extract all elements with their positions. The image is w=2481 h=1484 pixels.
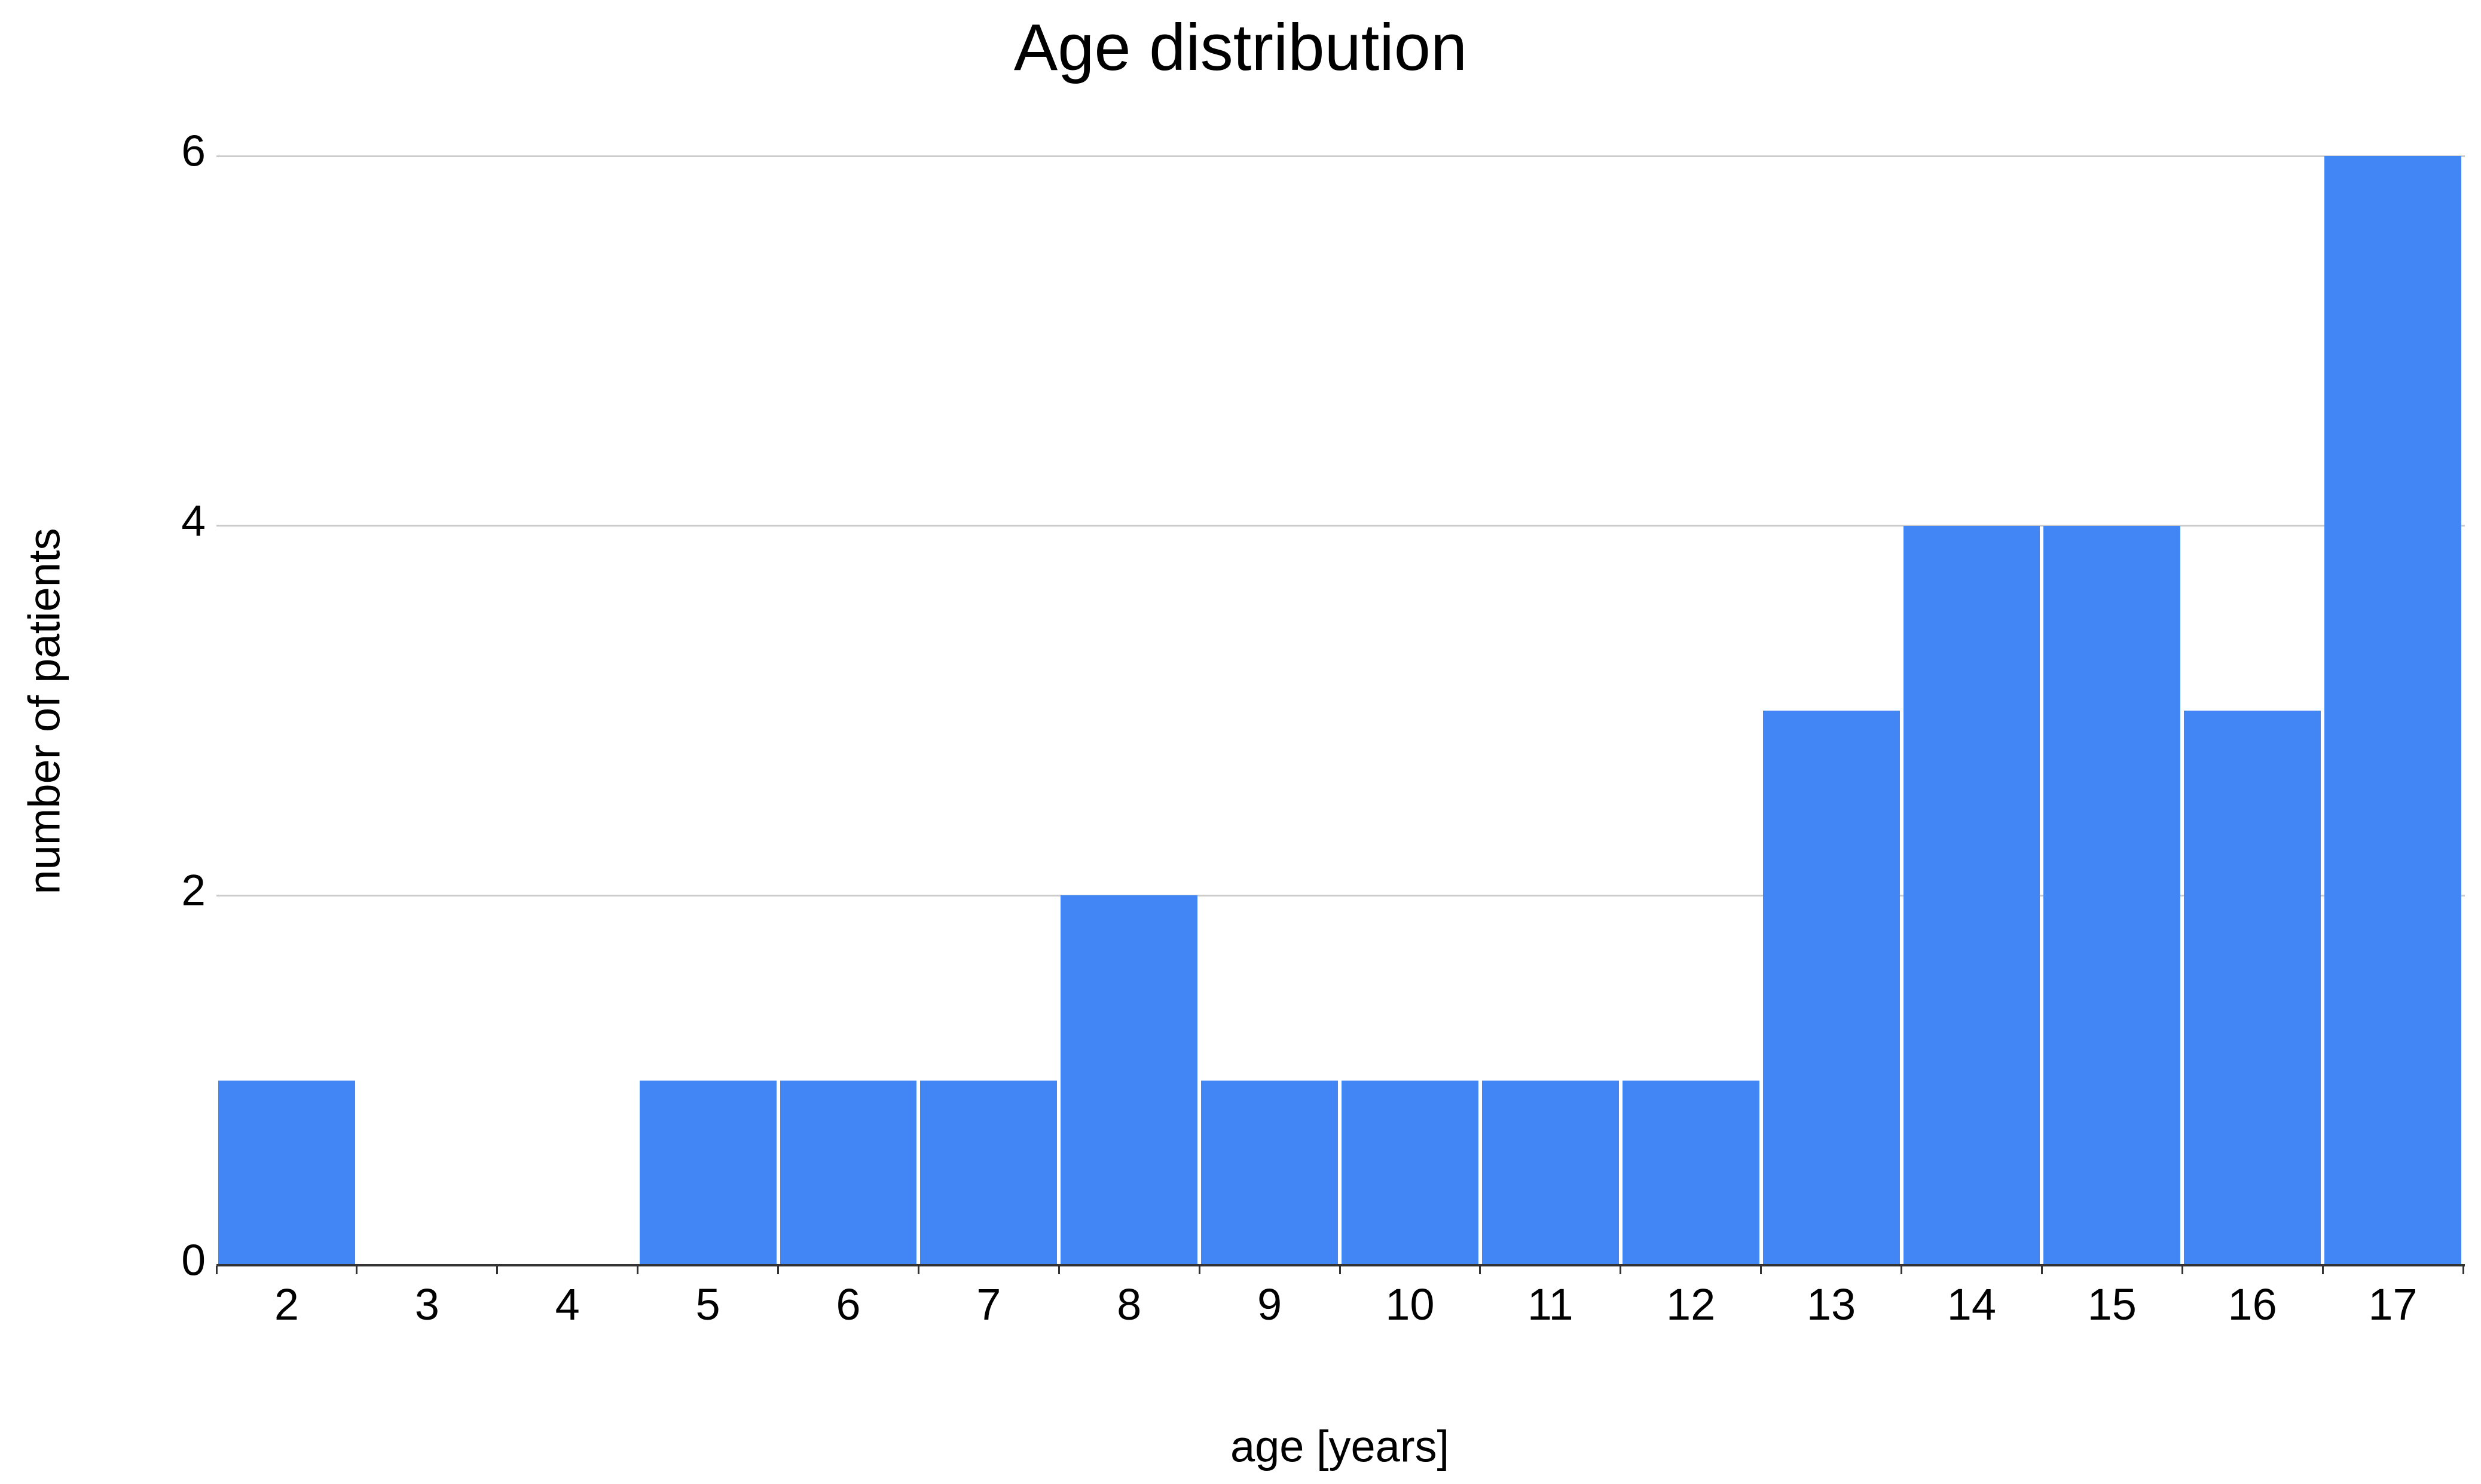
- x-tick-mark: [1058, 1266, 1060, 1274]
- bar-age-5: [639, 1080, 777, 1265]
- bar-age-13: [1762, 711, 1900, 1265]
- gridline-y-2: [216, 894, 2465, 896]
- bar-age-7: [920, 1080, 1058, 1265]
- x-tick-mark: [637, 1266, 639, 1274]
- x-tick-mark: [1479, 1266, 1481, 1274]
- x-tick-label-9: 9: [1257, 1280, 1282, 1329]
- x-tick-mark: [1198, 1266, 1200, 1274]
- bar-age-2: [218, 1080, 355, 1265]
- x-tick-label-3: 3: [414, 1280, 439, 1329]
- y-tick-label-4: 4: [181, 497, 206, 546]
- x-tick-mark: [777, 1266, 779, 1274]
- x-tick-mark: [1339, 1266, 1341, 1274]
- x-tick-mark: [2321, 1266, 2324, 1274]
- x-tick-label-7: 7: [976, 1280, 1001, 1329]
- x-tick-label-5: 5: [695, 1280, 720, 1329]
- x-tick-label-6: 6: [836, 1280, 861, 1329]
- x-tick-label-16: 16: [2228, 1280, 2277, 1329]
- bar-age-15: [2043, 525, 2181, 1265]
- bar-age-11: [1481, 1080, 1619, 1265]
- x-tick-mark: [215, 1266, 218, 1274]
- bar-age-16: [2184, 711, 2321, 1265]
- x-tick-label-8: 8: [1117, 1280, 1142, 1329]
- x-tick-mark: [2040, 1266, 2043, 1274]
- x-tick-label-15: 15: [2087, 1280, 2137, 1329]
- x-tick-label-17: 17: [2368, 1280, 2418, 1329]
- y-tick-label-0: 0: [181, 1236, 206, 1285]
- x-tick-mark: [356, 1266, 358, 1274]
- x-axis-line: [216, 1264, 2465, 1266]
- x-tick-label-12: 12: [1666, 1280, 1716, 1329]
- x-tick-mark: [1760, 1266, 1762, 1274]
- x-tick-mark: [496, 1266, 499, 1274]
- x-axis-title: age [years]: [1230, 1421, 1450, 1471]
- x-tick-label-13: 13: [1806, 1280, 1856, 1329]
- bar-age-6: [780, 1080, 917, 1265]
- x-tick-label-2: 2: [274, 1280, 300, 1329]
- x-tick-label-11: 11: [1527, 1280, 1573, 1329]
- x-tick-mark: [1620, 1266, 1622, 1274]
- bar-age-17: [2324, 156, 2461, 1265]
- bar-age-12: [1622, 1080, 1759, 1265]
- x-tick-mark: [917, 1266, 919, 1274]
- x-tick-label-14: 14: [1947, 1280, 1997, 1329]
- x-tick-label-10: 10: [1385, 1280, 1435, 1329]
- bar-age-10: [1342, 1080, 1478, 1265]
- gridline-y-4: [216, 525, 2465, 527]
- x-tick-mark: [2181, 1266, 2183, 1274]
- gridline-y-6: [216, 155, 2465, 157]
- bar-age-8: [1061, 895, 1198, 1265]
- bar-age-9: [1201, 1080, 1338, 1265]
- y-tick-label-2: 2: [181, 866, 206, 915]
- bar-age-14: [1903, 525, 2040, 1265]
- chart-title: Age distribution: [1013, 11, 1468, 84]
- y-tick-label-6: 6: [181, 127, 206, 176]
- x-tick-label-4: 4: [555, 1280, 580, 1329]
- x-tick-mark: [1901, 1266, 1902, 1274]
- x-tick-mark: [2462, 1266, 2464, 1274]
